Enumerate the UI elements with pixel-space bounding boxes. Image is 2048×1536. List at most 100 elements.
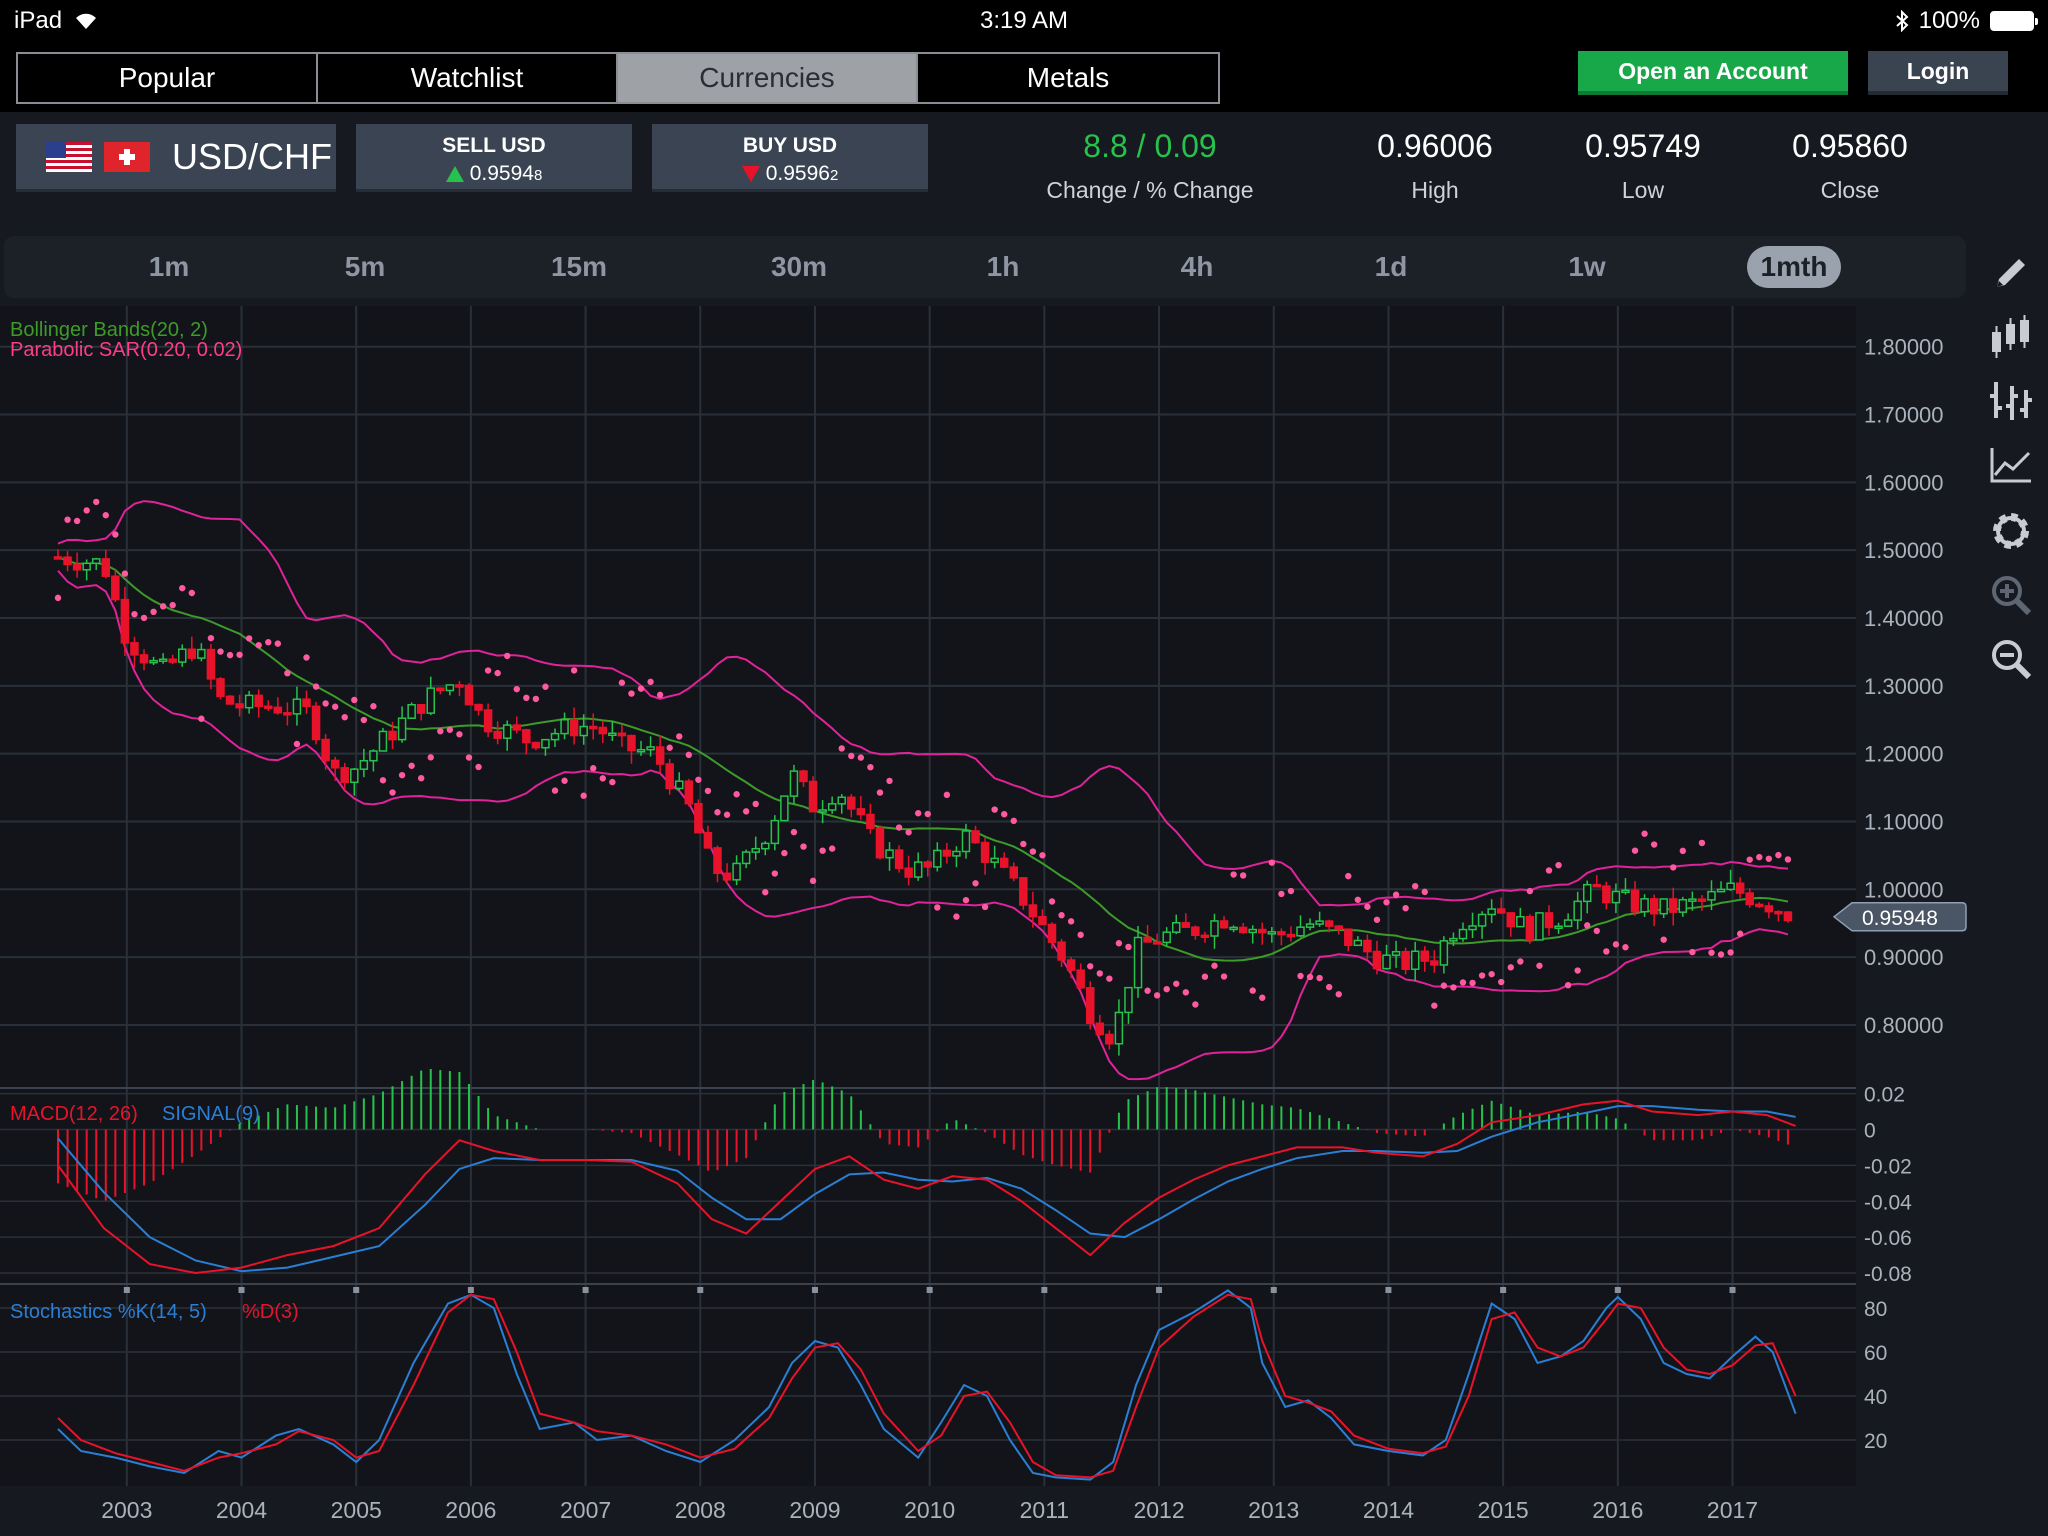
interval-bar: 1m 5m 15m 30m 1h 4h 1d 1w 1mth xyxy=(4,236,1966,298)
interval-1w[interactable]: 1w xyxy=(1568,251,1606,282)
sar-dot xyxy=(312,683,320,690)
stoch-k-label: Stochastics %K(14, 5) xyxy=(10,1301,207,1323)
sar-dot xyxy=(1058,912,1065,919)
buy-button[interactable]: BUY USD 0.95962 xyxy=(652,124,928,192)
sar-dot xyxy=(1459,979,1467,986)
year-tick: 2003 xyxy=(101,1497,152,1523)
interval-30m[interactable]: 30m xyxy=(770,251,828,282)
candle xyxy=(808,780,818,813)
sar-dot xyxy=(169,601,176,609)
candle xyxy=(350,768,359,784)
bollinger-label: Bollinger Bands(20, 2) xyxy=(10,319,208,341)
sar-dot xyxy=(1297,972,1304,980)
sar-dot xyxy=(1192,1001,1199,1008)
candle xyxy=(617,732,627,737)
high-value: 0.96006 xyxy=(1377,128,1493,164)
change-label: Change / % Change xyxy=(1046,177,1254,203)
sar-dot xyxy=(1020,840,1027,848)
pair-selector[interactable]: USD/CHF xyxy=(16,124,336,192)
gear-icon[interactable] xyxy=(1986,506,2036,556)
pencil-icon[interactable] xyxy=(1986,248,2036,298)
sar-dot xyxy=(93,498,100,506)
candle xyxy=(856,808,866,816)
sar-dot xyxy=(417,775,425,782)
sar-dot xyxy=(762,889,769,896)
interval-4h[interactable]: 4h xyxy=(1180,251,1214,282)
stoch-d-label: %D(3) xyxy=(242,1301,299,1323)
close-value: 0.95860 xyxy=(1792,128,1908,164)
sar-dot xyxy=(1612,941,1620,948)
sar-dot xyxy=(714,809,721,816)
candlestick-icon[interactable] xyxy=(1986,312,2036,362)
sar-dot xyxy=(427,754,434,761)
tab-watchlist[interactable]: Watchlist xyxy=(318,54,618,102)
year-tick: 2013 xyxy=(1248,1497,1299,1523)
interval-1mth[interactable]: 1mth xyxy=(1747,246,1841,288)
battery-icon xyxy=(1990,11,2038,31)
year-tick: 2012 xyxy=(1133,1497,1184,1523)
sar-dot xyxy=(1498,978,1505,986)
interval-15m[interactable]: 15m xyxy=(550,251,608,282)
ohlc-bars-icon[interactable] xyxy=(1986,376,2036,426)
candle xyxy=(168,658,177,663)
candle xyxy=(1066,959,1076,971)
candle xyxy=(1200,934,1210,939)
sar-dot xyxy=(1316,974,1323,982)
macd-tick: 0 xyxy=(1864,1119,1876,1142)
zoom-out-icon[interactable] xyxy=(1986,634,2036,684)
candle xyxy=(694,802,703,834)
interval-1m[interactable]: 1m xyxy=(148,251,190,282)
sar-dot xyxy=(1727,949,1734,956)
sar-dot xyxy=(1039,852,1046,859)
candle xyxy=(923,861,933,868)
sar-dot xyxy=(1784,856,1792,863)
candle xyxy=(827,803,837,811)
candle xyxy=(311,705,321,741)
sell-button[interactable]: SELL USD 0.95948 xyxy=(356,124,632,192)
year-tick: 2005 xyxy=(331,1497,382,1523)
sar-dot xyxy=(886,777,893,785)
candle xyxy=(1372,950,1382,970)
tick-dot xyxy=(811,1287,818,1293)
open-account-button[interactable]: Open an Account xyxy=(1578,51,1848,95)
sar-dot xyxy=(331,703,339,710)
candlesticks xyxy=(53,549,1793,1056)
price-chart[interactable]: 1.80000 1.70000 1.60000 1.50000 1.40000 1.300… xyxy=(0,306,1970,1536)
sar-dot xyxy=(1775,851,1782,859)
tab-popular[interactable]: Popular xyxy=(18,54,318,102)
sar-dot xyxy=(580,792,587,799)
year-tick: 2008 xyxy=(675,1497,726,1523)
candle xyxy=(388,730,397,741)
sar-dot xyxy=(857,754,865,761)
candle xyxy=(1095,1022,1105,1036)
candle xyxy=(1554,925,1563,929)
tab-metals[interactable]: Metals xyxy=(918,54,1218,102)
sar-dot xyxy=(398,771,406,779)
interval-5m[interactable]: 5m xyxy=(344,251,386,282)
candle xyxy=(1582,883,1592,903)
sar-dot xyxy=(838,745,845,752)
candle xyxy=(598,726,608,735)
candle xyxy=(980,841,990,863)
candle xyxy=(1535,912,1544,941)
candle xyxy=(130,642,139,656)
candle xyxy=(149,659,158,664)
login-button[interactable]: Login xyxy=(1868,51,2008,95)
candle xyxy=(1047,923,1057,943)
candle xyxy=(588,725,598,730)
candle xyxy=(560,718,569,735)
tick-dot xyxy=(926,1287,933,1293)
interval-1h[interactable]: 1h xyxy=(986,251,1020,282)
macd-axis: 0.02 0 -0.02 -0.04 -0.06 -0.08 xyxy=(1864,1084,1912,1286)
candle xyxy=(1382,954,1391,970)
zoom-in-icon[interactable] xyxy=(1986,570,2036,620)
sar-dot xyxy=(64,516,71,523)
line-chart-icon[interactable] xyxy=(1986,440,2036,490)
sar-dot xyxy=(1650,841,1658,848)
interval-1d[interactable]: 1d xyxy=(1374,251,1408,282)
candle xyxy=(789,770,799,797)
sar-dot xyxy=(1364,903,1371,910)
tab-currencies[interactable]: Currencies xyxy=(618,54,918,102)
candle xyxy=(1019,877,1028,906)
sar-dot xyxy=(1249,987,1256,994)
